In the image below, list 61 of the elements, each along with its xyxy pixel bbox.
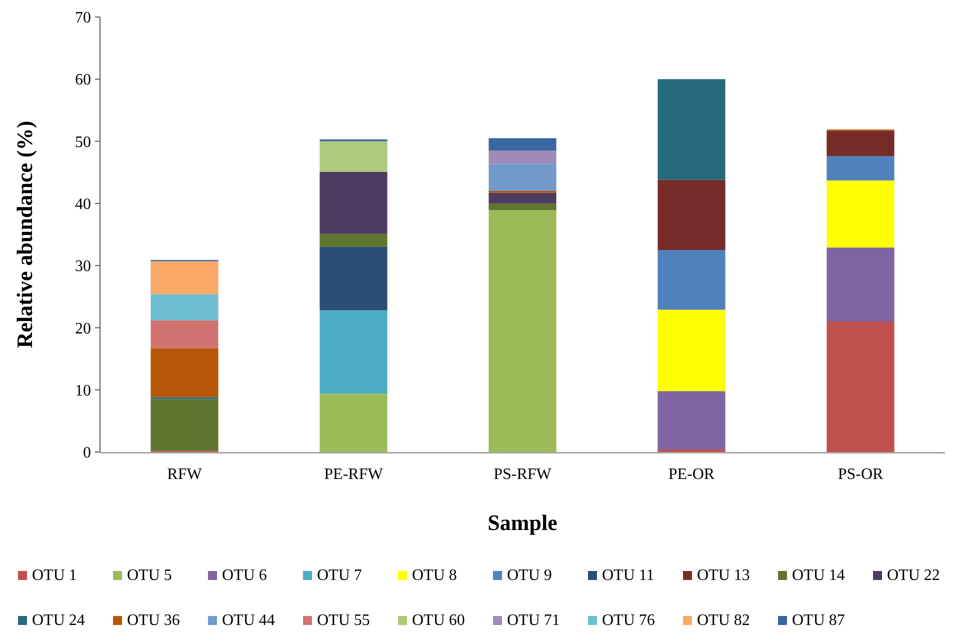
bar xyxy=(320,172,388,234)
bar xyxy=(150,261,218,294)
bar xyxy=(150,399,218,451)
bar xyxy=(488,164,556,191)
y-tick-label: 30 xyxy=(75,258,91,276)
legend-label: OTU 7 xyxy=(317,567,362,584)
bar xyxy=(320,246,388,310)
bar xyxy=(320,234,388,247)
bar xyxy=(826,180,894,248)
bar xyxy=(826,156,894,180)
bar xyxy=(488,138,556,151)
legend-label: OTU 6 xyxy=(222,567,267,584)
legend-label: OTU 76 xyxy=(602,612,655,629)
legend-label: OTU 8 xyxy=(412,567,457,584)
y-tick-label: 70 xyxy=(75,10,91,27)
bar xyxy=(826,322,894,452)
legend-label: OTU 5 xyxy=(127,567,172,584)
y-tick-label: 0 xyxy=(83,444,91,462)
bar xyxy=(488,203,556,210)
y-axis-title: Relative abundance (%) xyxy=(12,120,37,348)
bar xyxy=(150,348,218,398)
x-tick-label: PS-RFW xyxy=(494,466,552,483)
y-tick-label: 20 xyxy=(75,320,91,338)
legend-label: OTU 55 xyxy=(317,612,370,629)
bar xyxy=(658,391,726,450)
x-tick-label: PE-RFW xyxy=(324,466,384,483)
legend-label: OTU 71 xyxy=(507,612,560,629)
legend-label: OTU 24 xyxy=(32,612,85,629)
bar xyxy=(658,310,726,392)
legend-label: OTU 44 xyxy=(222,612,275,629)
bar xyxy=(150,320,218,348)
legend-label: OTU 11 xyxy=(602,567,654,584)
bar xyxy=(658,250,726,310)
bar xyxy=(658,180,726,250)
y-tick-label: 10 xyxy=(75,382,91,400)
bar xyxy=(826,130,894,156)
legend-label: OTU 22 xyxy=(887,567,940,584)
x-tick-label: PE-OR xyxy=(668,466,715,483)
y-tick-label: 50 xyxy=(75,134,91,151)
bar xyxy=(320,141,388,172)
bar xyxy=(320,394,388,452)
bar xyxy=(488,192,556,204)
legend-label: OTU 14 xyxy=(792,567,845,584)
legend-label: OTU 60 xyxy=(412,612,465,629)
y-tick-label: 60 xyxy=(75,72,91,89)
bar xyxy=(488,150,556,164)
bar xyxy=(320,310,388,394)
bar xyxy=(150,294,218,320)
legend-label: OTU 36 xyxy=(127,612,180,629)
bar xyxy=(488,210,556,452)
x-tick-label: RFW xyxy=(167,466,203,483)
legend-label: OTU 9 xyxy=(507,567,552,584)
legend-label: OTU 13 xyxy=(697,567,750,584)
legend-label: OTU 1 xyxy=(32,567,77,584)
bar xyxy=(826,248,894,322)
bar xyxy=(658,79,726,180)
x-axis-title: Sample xyxy=(488,510,558,535)
x-tick-label: PS-OR xyxy=(838,466,884,483)
legend-label: OTU 87 xyxy=(792,612,845,629)
y-tick-label: 40 xyxy=(75,196,91,214)
legend-label: OTU 82 xyxy=(697,612,750,629)
